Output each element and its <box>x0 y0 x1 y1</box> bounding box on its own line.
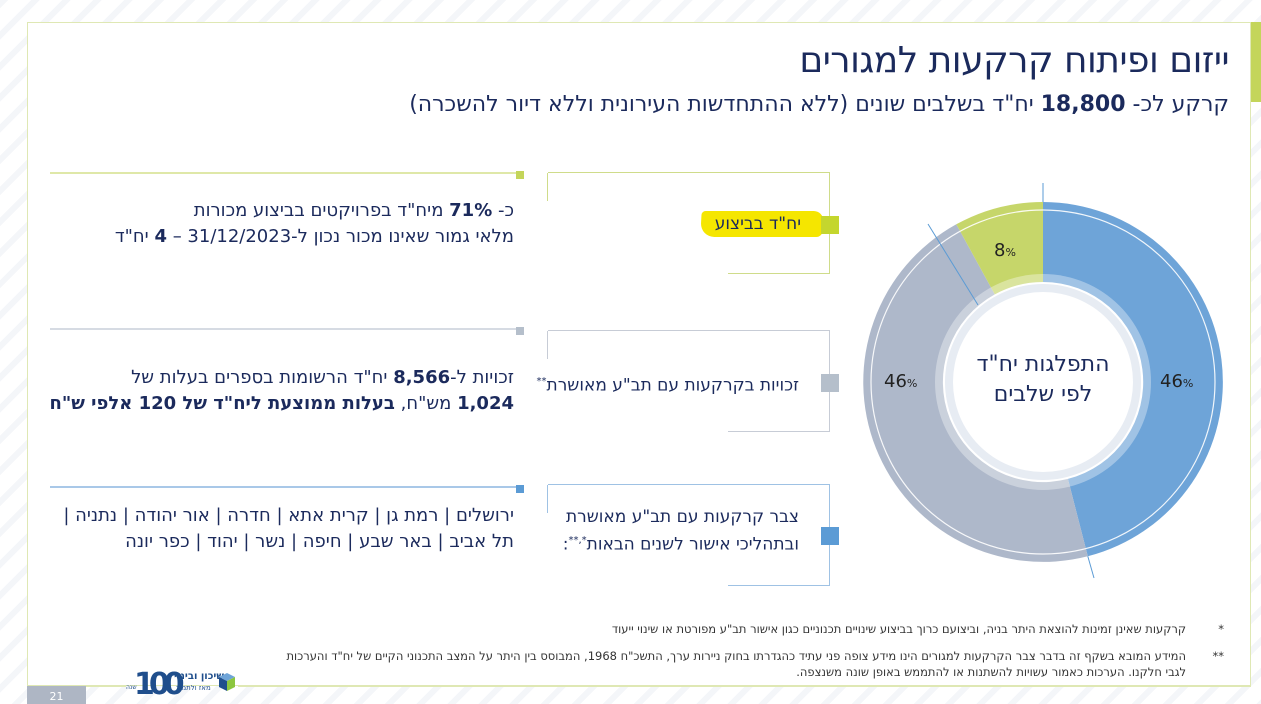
legend-swatch-blue <box>821 527 839 545</box>
box-edge <box>728 273 830 274</box>
bullet-square <box>516 171 524 179</box>
label-text: צבר קרקעות עם תב"ע מאושרת <box>565 507 799 527</box>
legend-swatch-gray <box>821 374 839 392</box>
callout-label: זכויות בקרקעות עם תב"ע מאושרת** <box>537 370 799 398</box>
cities-line: תל אביב | באר שבע | חיפה | נשר | יהוד | … <box>125 531 514 552</box>
callout-land-bank: צבר קרקעות עם תב"ע מאושרת ובתהליכי אישור… <box>547 484 839 586</box>
footnote-marker: * <box>1218 622 1224 636</box>
segment-blue <box>1043 202 1223 557</box>
text-part: כ- <box>492 200 514 221</box>
box-edge <box>547 173 548 201</box>
logo-brand: שיכון ובינוי <box>174 671 224 682</box>
box-edge <box>547 485 548 513</box>
value: 46 <box>1160 371 1183 392</box>
logo-100: 100 <box>134 667 185 702</box>
unit: % <box>1005 246 1016 259</box>
legend-swatch-green <box>821 216 839 234</box>
description-text: כ- 71% מיח"ד בפרויקטים בביצוע מכורות מלא… <box>115 198 514 250</box>
text-part: מש"ח, <box>394 393 458 414</box>
book-value: 1,024 <box>457 393 514 414</box>
label-text: זכויות בקרקעות עם תב"ע מאושרת <box>546 375 799 396</box>
footnote-marker: *,** <box>568 535 587 546</box>
text-part: יח"ד הרשומות בספרים בעלות של <box>131 367 394 388</box>
donut-svg <box>863 183 1223 579</box>
footnote-text: קרקעות שאינן זמינות להוצאת היתר בניה, וב… <box>611 622 1186 636</box>
donut-center-label: התפלגות יח"ד לפי שלבים <box>953 350 1133 410</box>
average-cost: בעלות ממוצעת ליח"ד של 120 אלפי ש"ח <box>49 393 395 414</box>
footnote-marker: ** <box>536 376 547 387</box>
bullet-square <box>516 485 524 493</box>
subtitle-number: 18,800 <box>1040 92 1126 117</box>
units-count: 8,566 <box>393 367 451 388</box>
segment-green <box>956 202 1043 295</box>
label-gray-percent: 46% <box>884 371 917 392</box>
unit: % <box>1182 377 1194 390</box>
divider-line <box>50 328 520 330</box>
subtitle-prefix: קרקע לכ- <box>1125 92 1229 117</box>
footer-line <box>238 686 1251 687</box>
unit: % <box>906 377 918 390</box>
bullet-square <box>516 327 524 335</box>
footnote-text: המידע המובא בשקף זה בדבר צבר הקרקעות למג… <box>286 649 1186 679</box>
label-green-percent: 8% <box>994 240 1016 261</box>
divider-line <box>50 486 520 488</box>
description-text: זכויות ל-8,566 יח"ד הרשומות בספרים בעלות… <box>50 365 514 417</box>
divider-line <box>50 172 520 174</box>
cube-icon <box>219 673 235 691</box>
logo-tagline: מאז ולתמיד <box>176 684 211 692</box>
box-edge <box>547 331 548 359</box>
text-part: מיח"ד בפרויקטים בביצוע מכורות <box>193 200 450 221</box>
callout-label: יח"ד בביצוע <box>714 214 801 234</box>
value: 46 <box>884 371 907 392</box>
sold-percent: 71% <box>449 200 493 221</box>
subtitle-suffix: יח"ד בשלבים שונים (ללא ההתחדשות העירונית… <box>409 92 1041 117</box>
cities-line: ירושלים | רמת גן | קרית אתא | חדרה | אור… <box>63 505 514 526</box>
company-logo: 100 שנה שיכון ובינוי מאז ולתמיד <box>126 666 238 704</box>
footnote-marker: ** <box>1212 649 1225 663</box>
label-blue-percent: 46% <box>1160 371 1193 392</box>
center-label-line: לפי שלבים <box>993 382 1093 407</box>
text-part: זכויות ל- <box>450 367 514 388</box>
value: 8 <box>994 240 1006 261</box>
title-accent-bar <box>1251 22 1261 102</box>
footnote-1: * קרקעות שאינן זמינות להוצאת היתר בניה, … <box>611 621 1224 637</box>
text-part: יח"ד <box>114 226 155 247</box>
label-suffix: : <box>562 534 569 555</box>
callout-label: צבר קרקעות עם תב"ע מאושרת ובתהליכי אישור… <box>563 505 799 557</box>
callout-in-construction: יח"ד בביצוע <box>547 172 839 274</box>
description-text: ירושלים | רמת גן | קרית אתא | חדרה | אור… <box>63 503 514 555</box>
segment-gray <box>863 224 1088 562</box>
text-part: מלאי גמור שאינו מכור נכון ל-31/12/2023 – <box>166 226 514 247</box>
page-title: ייזום ופיתוח קרקעות למגורים <box>799 40 1229 81</box>
box-edge <box>728 431 830 432</box>
footer-line <box>86 686 126 687</box>
callout-approved-rights: זכויות בקרקעות עם תב"ע מאושרת** <box>537 330 839 432</box>
center-label-line: התפלגות יח"ד <box>976 352 1110 377</box>
page-subtitle: קרקע לכ- 18,800 יח"ד בשלבים שונים (ללא ה… <box>409 92 1229 117</box>
label-text: ובתהליכי אישור לשנים הבאות <box>586 534 799 555</box>
page-number: 21 <box>27 686 86 704</box>
footnote-2: ** המידע המובא בשקף זה בדבר צבר הקרקעות … <box>266 648 1224 680</box>
box-edge <box>728 585 830 586</box>
logo-years: שנה <box>126 684 137 691</box>
donut-chart: התפלגות יח"ד לפי שלבים 46% 46% 8% <box>858 180 1230 590</box>
unsold-count: 4 <box>154 226 167 247</box>
